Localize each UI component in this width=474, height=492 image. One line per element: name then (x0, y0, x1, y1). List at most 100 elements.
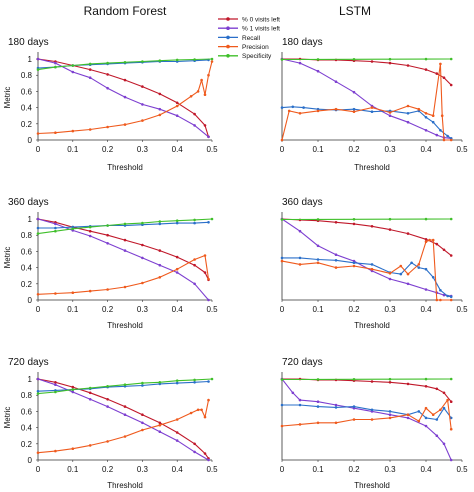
data-point-recall (442, 406, 446, 410)
data-point-pct-0-visits-left (141, 243, 144, 247)
legend-label-recall: Recall (242, 35, 261, 42)
data-point-precision (435, 298, 439, 302)
legend-marker-recall (226, 35, 230, 40)
data-point-precision (298, 112, 302, 115)
data-point-pct-1-visits-left (193, 124, 196, 127)
legend-label-pct-1-visits-left: % 1 visits left (242, 26, 280, 33)
data-point-precision (200, 408, 203, 412)
data-point-pct-0-visits-left (370, 225, 374, 228)
data-point-recall (158, 222, 162, 226)
data-point-specificity (71, 64, 75, 67)
data-point-precision (71, 447, 75, 451)
data-point-recall (399, 272, 403, 276)
data-point-recall (298, 256, 302, 260)
data-point-precision (431, 238, 435, 242)
x-tick-label: 0.5 (456, 145, 468, 154)
data-point-precision (442, 138, 446, 142)
data-point-pct-0-visits-left (352, 222, 356, 226)
y-tick-label: 0.6 (21, 87, 33, 96)
data-point-precision (406, 104, 410, 108)
data-point-recall (334, 259, 338, 262)
data-point-recall (435, 418, 439, 421)
data-point-specificity (424, 217, 428, 221)
data-point-pct-1-visits-left (123, 249, 127, 252)
data-point-pct-1-visits-left (54, 61, 57, 65)
data-point-pct-0-visits-left (435, 242, 439, 246)
data-point-pct-0-visits-left (193, 112, 196, 116)
data-point-specificity (316, 378, 320, 381)
data-point-recall (449, 416, 453, 420)
data-point-pct-0-visits-left (54, 381, 57, 384)
x-tick-label: 0.3 (384, 465, 396, 474)
data-point-pct-1-visits-left (175, 271, 179, 274)
data-point-recall (316, 405, 320, 408)
series-specificity (36, 217, 214, 235)
data-point-precision (287, 109, 291, 113)
data-point-specificity (175, 58, 179, 62)
data-point-recall (424, 416, 428, 420)
data-point-precision (280, 259, 284, 263)
series-precision (280, 398, 453, 431)
data-point-pct-0-visits-left (123, 78, 127, 82)
y-tick-label: 0.4 (21, 424, 33, 433)
data-point-specificity (388, 57, 392, 61)
data-point-specificity (388, 377, 392, 381)
panel-lstm-720-days: 720 days 0 0.1 0.2 0.3 0.4 0.5 Threshold (280, 357, 468, 490)
data-point-specificity (88, 225, 92, 229)
data-point-recall (424, 267, 428, 271)
data-point-precision (424, 112, 428, 115)
series-precision (280, 238, 453, 302)
data-point-pct-1-visits-left (88, 234, 92, 238)
data-point-pct-1-visits-left (158, 263, 162, 267)
legend-marker-specificity (226, 54, 230, 58)
data-point-specificity (54, 390, 57, 394)
data-point-recall (446, 134, 449, 138)
y-tick-label: 1 (28, 375, 33, 384)
data-point-precision (449, 427, 453, 431)
data-point-specificity (158, 59, 162, 62)
series-precision (36, 60, 214, 135)
series-line-specificity (281, 218, 452, 221)
data-point-precision (123, 285, 127, 289)
series-pct-1-visits-left (36, 57, 210, 139)
data-point-pct-0-visits-left (388, 61, 392, 65)
data-point-precision (417, 263, 421, 266)
data-point-precision (431, 413, 435, 417)
data-point-specificity (123, 222, 127, 226)
data-point-specificity (54, 229, 57, 233)
data-point-precision (106, 440, 109, 443)
y-tick-label: 0.2 (21, 440, 33, 449)
data-point-pct-0-visits-left (193, 442, 196, 446)
series-line-recall (37, 380, 209, 392)
y-tick-label: 0.2 (21, 120, 33, 129)
data-point-recall (449, 295, 453, 299)
data-point-recall (439, 129, 442, 132)
data-point-precision (424, 240, 428, 243)
x-axis-label: Threshold (354, 481, 390, 490)
data-point-pct-1-visits-left (141, 256, 144, 260)
data-point-pct-0-visits-left (175, 255, 179, 259)
data-point-precision (189, 95, 193, 98)
data-point-pct-1-visits-left (388, 277, 392, 281)
x-tick-label: 0 (280, 465, 285, 474)
data-point-precision (193, 258, 196, 261)
x-tick-label: 0 (280, 305, 285, 314)
data-point-precision (203, 93, 207, 96)
x-tick-label: 0.1 (67, 145, 79, 154)
data-point-recall (291, 105, 295, 109)
data-point-precision (439, 298, 442, 302)
data-point-pct-0-visits-left (158, 249, 162, 252)
data-point-pct-0-visits-left (71, 385, 75, 389)
data-point-pct-0-visits-left (424, 68, 428, 71)
data-point-pct-1-visits-left (334, 253, 338, 256)
column-title-lstm: LSTM (339, 4, 371, 18)
data-point-precision (88, 128, 92, 131)
data-point-specificity (210, 377, 214, 381)
x-tick-label: 0.1 (67, 465, 79, 474)
data-point-pct-1-visits-left (207, 135, 210, 139)
y-tick-label: 1 (28, 55, 33, 64)
data-point-specificity (193, 58, 196, 61)
data-point-precision (316, 109, 320, 113)
data-point-pct-1-visits-left (316, 69, 320, 73)
x-tick-label: 0 (36, 145, 41, 154)
